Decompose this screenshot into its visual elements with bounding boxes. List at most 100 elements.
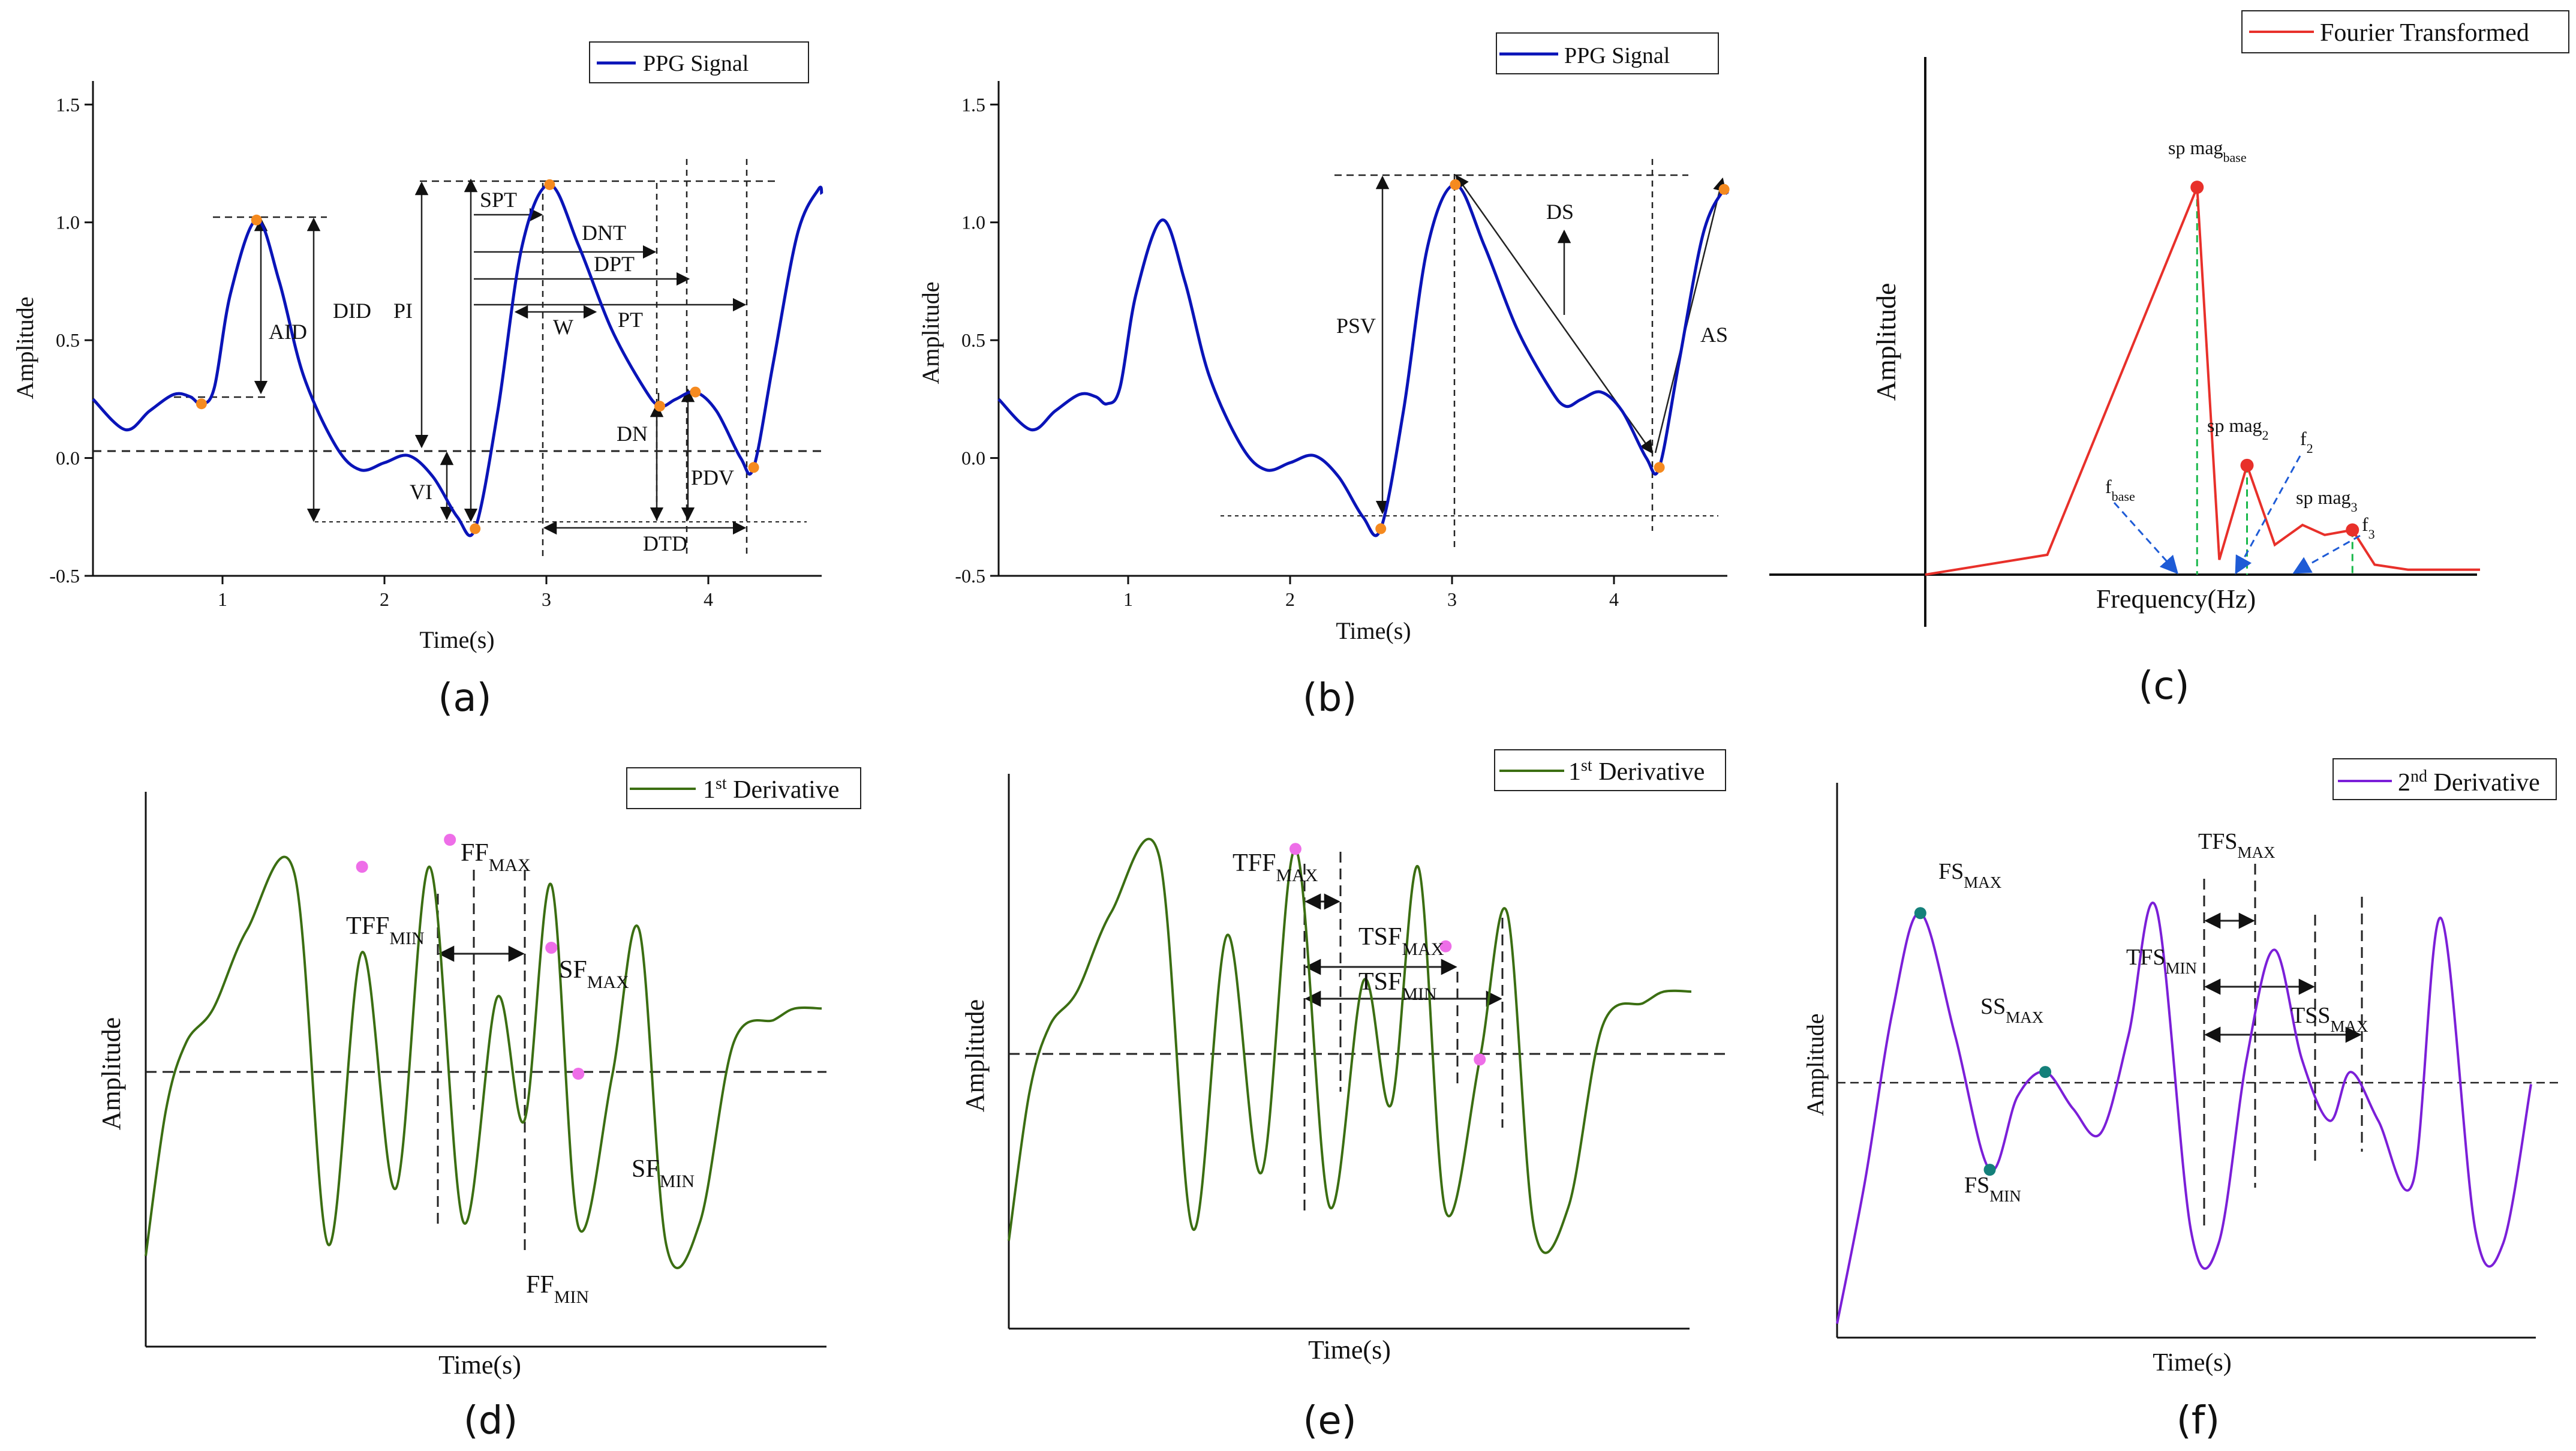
panel-b-x-ticks: 1 2 3 4 [1123, 576, 1619, 610]
panel-c-freq-arrows [2113, 455, 2361, 575]
panel-d-points [356, 834, 585, 1080]
panel-e-annotations: TFFMAX TSFMAX TSFMIN [1233, 849, 1444, 1004]
x-tick-label: 2 [380, 588, 389, 610]
label-ds: DS [1546, 200, 1574, 224]
panel-e-xlabel: Time(s) [1308, 1335, 1391, 1365]
label-ff-min: FFMIN [526, 1271, 589, 1307]
freq-label-2: f2 [2300, 428, 2313, 456]
panel-a-annotation-labels: AID DID PI VI SPT DNT DPT W PT DN PDV DT… [269, 188, 734, 555]
panel-b-fiducial-points [1375, 179, 1730, 534]
fiducial-point [1654, 462, 1665, 473]
x-tick-label: 4 [704, 588, 713, 610]
panel-d-label: (d) [464, 1399, 518, 1443]
panel-a-axes [92, 81, 822, 577]
panel-b-y-ticks: -0.5 0.0 0.5 1.0 1.5 [955, 94, 999, 587]
panel-d-legend: 1st Derivative [626, 767, 861, 809]
label-tss-max: TSSMAX [2291, 1003, 2368, 1035]
panel-c-label: (c) [2138, 664, 2189, 708]
derivative-point [545, 942, 558, 954]
label-vi: VI [410, 480, 432, 504]
y-tick-label: 0.5 [56, 329, 80, 351]
panel-a-legend-label: PPG Signal [643, 51, 749, 76]
derivative-point [1983, 1164, 1996, 1176]
panel-b-axes [997, 81, 1727, 577]
label-tsf-max: TSFMAX [1358, 923, 1444, 959]
panel-b-ppg-curve [997, 183, 1729, 537]
label-pdv: PDV [691, 465, 734, 489]
panel-f-annotation-lines [2203, 864, 2363, 1227]
panel-d-xlabel: Time(s) [438, 1350, 521, 1380]
panel-a-annotation-lines [174, 159, 807, 558]
fiducial-point [1450, 179, 1461, 190]
x-tick-label: 1 [218, 588, 227, 610]
panel-d-ylabel: Amplitude [97, 1017, 126, 1130]
derivative-point [1474, 1053, 1486, 1066]
derivative-point [1289, 843, 1301, 855]
panel-e-annotation-lines [1303, 852, 1504, 1212]
panel-f-annotations: FSMAX TFSMAX TFSMIN SSMAX TSSMAX FSMIN [1938, 829, 2368, 1205]
panel-a-xlabel: Time(s) [419, 626, 494, 653]
panel-e-axes [1008, 774, 1690, 1330]
label-psv: PSV [1336, 314, 1376, 338]
fiducial-point [470, 523, 481, 534]
fiducial-point [196, 398, 207, 410]
panel-c-ylabel: Amplitude [1871, 283, 1901, 401]
panel-c-axes [1769, 57, 2477, 627]
y-tick-label: 0.0 [56, 447, 80, 469]
freq-label-base: fbase [2105, 476, 2135, 504]
panel-d-derivative-curve [145, 855, 822, 1269]
panel-e-derivative-curve [1008, 837, 1692, 1254]
panel-d-legend-label: 1st Derivative [703, 774, 839, 804]
derivative-point [444, 834, 456, 846]
fiducial-point [544, 179, 555, 190]
panel-e: TFFMAX TSFMAX TSFMIN 1st Derivative Ampl… [960, 749, 1727, 1443]
label-ss-max: SSMAX [1980, 994, 2044, 1026]
label-sf-max: SFMAX [559, 956, 629, 992]
derivative-point [356, 861, 368, 873]
label-fs-max: FSMAX [1938, 859, 2002, 891]
x-tick-label: 1 [1123, 588, 1133, 610]
panel-b-xlabel: Time(s) [1336, 617, 1411, 644]
panel-f-ylabel: Amplitude [1802, 1013, 1829, 1116]
panel-a-legend: PPG Signal [589, 41, 809, 83]
fiducial-point [1375, 523, 1387, 534]
label-spt: SPT [480, 188, 517, 212]
panel-a-fiducial-points [196, 179, 759, 534]
panel-a-x-ticks: 1 2 3 4 [218, 576, 713, 610]
panel-b-ylabel: Amplitude [917, 281, 944, 384]
panel-e-legend-label: 1st Derivative [1568, 756, 1705, 786]
derivative-point [1914, 907, 1926, 920]
panel-d: FFMAX TFFMIN SFMAX SFMIN FFMIN 1st Deriv… [97, 767, 861, 1443]
panel-f: FSMAX TFSMAX TFSMIN SSMAX TSSMAX FSMIN 2… [1802, 758, 2561, 1443]
panel-a: -0.5 0.0 0.5 1.0 1.5 1 2 3 4 [11, 41, 823, 720]
label-tfs-min: TFSMIN [2126, 945, 2197, 977]
x-tick-label: 3 [542, 588, 551, 610]
y-tick-label: -0.5 [49, 565, 80, 587]
panel-e-points [1289, 843, 1486, 1066]
label-ff-max: FFMAX [461, 839, 531, 875]
y-tick-label: 1.5 [56, 94, 80, 115]
fiducial-point [251, 214, 262, 226]
peak-marker [2240, 458, 2254, 472]
panel-c-legend: Fourier Transformed [2241, 10, 2569, 53]
panel-b-annotation-labels: PSV DS AS [1336, 200, 1728, 347]
freq-label-3: f3 [2362, 513, 2375, 542]
y-tick-label: 0.0 [961, 447, 985, 469]
panel-c-xlabel: Frequency(Hz) [2096, 584, 2256, 614]
fiducial-point [748, 462, 759, 473]
label-as: AS [1700, 323, 1728, 347]
panel-c-peak-guides [2196, 187, 2353, 575]
derivative-point [2039, 1066, 2052, 1079]
y-tick-label: 0.5 [961, 329, 985, 351]
panel-c-spectrum-curve [1925, 187, 2480, 576]
label-tff-min: TFFMIN [346, 912, 425, 948]
panel-b-annotation-lines [1221, 159, 1727, 552]
panel-b: -0.5 0.0 0.5 1.0 1.5 1 2 3 4 PSV DS AS PPG Sign… [917, 32, 1730, 720]
panel-b-label: (b) [1303, 676, 1357, 720]
label-fs-min: FSMIN [1964, 1173, 2021, 1205]
label-dtd: DTD [643, 531, 687, 555]
panel-f-label: (f) [2177, 1399, 2220, 1443]
label-sf-min: SFMIN [632, 1155, 695, 1191]
fiducial-point [690, 386, 701, 398]
